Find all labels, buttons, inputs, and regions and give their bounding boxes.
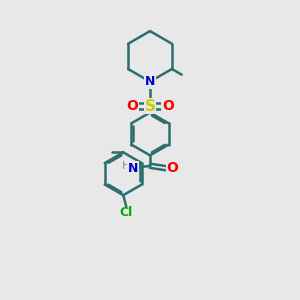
Text: H: H xyxy=(122,161,130,171)
Text: N: N xyxy=(145,75,155,88)
Text: O: O xyxy=(126,99,138,113)
Text: N: N xyxy=(128,162,138,175)
Text: Cl: Cl xyxy=(120,206,133,219)
Text: S: S xyxy=(145,98,155,113)
Text: O: O xyxy=(162,99,174,113)
Text: O: O xyxy=(166,161,178,175)
